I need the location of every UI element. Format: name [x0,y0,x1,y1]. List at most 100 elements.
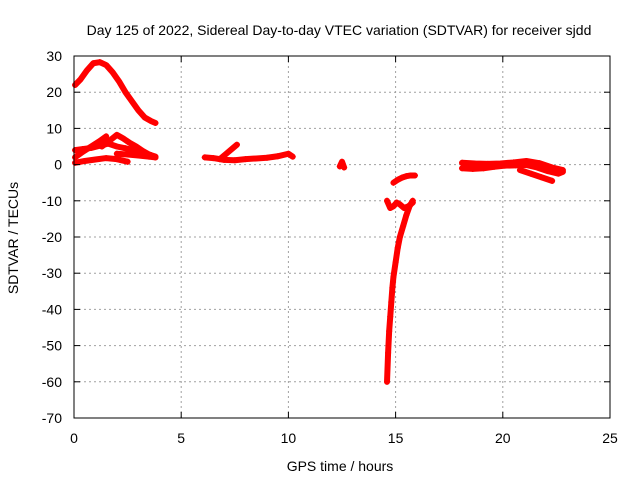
data-point [516,167,523,174]
data-point [122,145,129,152]
data-point [103,155,110,162]
data-point [72,147,79,154]
data-point [263,154,270,161]
data-point [233,141,240,148]
series-arc-12h [336,158,348,171]
series-arc-right [459,161,566,177]
data-series [72,59,566,385]
data-point [120,135,127,142]
data-point [124,151,131,158]
data-point [98,143,105,150]
data-point [484,160,491,167]
data-point [231,157,238,164]
data-point [83,67,90,74]
data-point [96,59,103,66]
data-point [390,273,397,280]
series-arc-low-3 [72,155,131,166]
data-point [405,203,412,210]
chart-title: Day 125 of 2022, Sidereal Day-to-day VTE… [87,22,592,38]
data-point [109,69,116,76]
data-point [394,176,401,183]
x-tick-label: 5 [177,430,185,446]
data-point [285,150,292,157]
data-point [523,157,530,164]
data-point [497,160,504,167]
data-point [401,205,408,212]
data-point [201,154,208,161]
series-arc-right-2 [459,157,566,174]
series-arc-low-5 [113,150,159,161]
data-point [72,81,79,88]
data-point [135,152,142,159]
series-trace [72,59,159,126]
data-point [113,131,120,138]
data-point [471,160,478,167]
series-arc-dip-upper [384,197,416,212]
data-point [411,172,418,179]
data-point [409,199,416,206]
data-point [339,158,345,165]
axis-ticks: 0 5 10 15 20 25 30 20 10 0 -10 -20 -30 -40 -50 -60 -70 [42,48,618,446]
data-point [549,177,556,184]
data-point [116,78,123,85]
data-point [392,259,399,266]
data-point [139,147,146,154]
y-tick-label: -30 [42,265,62,281]
x-tick-label: 25 [602,430,618,446]
data-point [253,155,260,162]
data-point [77,76,84,83]
y-tick-label: -50 [42,338,62,354]
data-point [536,160,543,167]
data-point [148,118,155,125]
x-axis-label: GPS time / hours [287,458,394,474]
data-point [289,153,296,160]
y-axis-label: SDTVAR / TECUs [5,182,21,294]
data-point [393,199,400,206]
data-point [396,234,403,240]
data-point [384,197,391,204]
data-point [96,138,103,145]
data-point [469,165,476,172]
data-point [141,114,148,121]
data-point [396,201,403,208]
data-point [79,148,86,155]
series-trace [516,167,556,184]
series-trace [384,197,416,385]
data-point [549,164,556,171]
data-point [146,153,153,160]
data-point [387,205,394,212]
data-point [242,156,249,163]
data-point [400,223,407,230]
data-point [459,165,466,172]
data-point [386,328,393,335]
data-point [341,164,348,171]
series-arc-hump [72,59,159,126]
y-tick-label: -40 [42,301,62,317]
data-point [126,139,133,146]
y-tick-label: -10 [42,193,62,209]
data-point [390,203,397,210]
data-point [229,145,236,152]
data-point [510,159,517,166]
data-point [527,170,534,177]
data-point [559,167,566,174]
series-trace [216,141,240,163]
data-point [90,60,97,67]
data-point [403,212,410,219]
x-tick-label: 20 [495,430,511,446]
data-point [92,156,99,163]
series-arc-mid [201,150,296,164]
data-point [385,349,392,356]
series-arc-dip [384,197,416,385]
grid-lines [74,56,610,418]
series-arc-right-3 [516,167,556,184]
data-point [128,98,135,105]
data-point [88,143,95,150]
data-point [274,153,281,160]
data-point [152,154,159,161]
y-tick-label: -60 [42,374,62,390]
data-point [133,143,140,150]
data-point [72,154,79,161]
data-point [113,156,120,163]
